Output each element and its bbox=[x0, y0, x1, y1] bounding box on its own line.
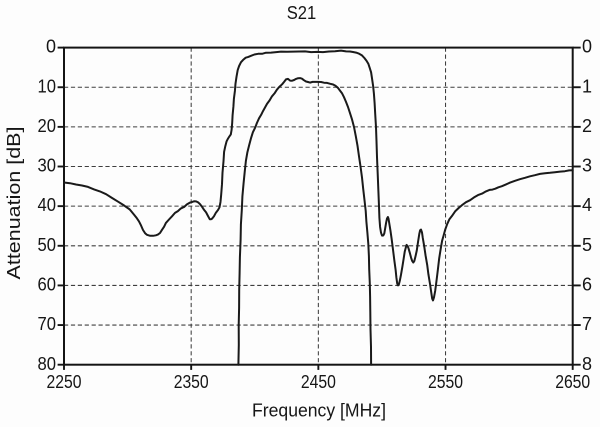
svg-text:Frequency [MHz]: Frequency [MHz] bbox=[252, 401, 386, 421]
svg-text:Attenuation [dB]: Attenuation [dB] bbox=[4, 127, 24, 280]
svg-text:2350: 2350 bbox=[174, 372, 209, 392]
svg-text:50: 50 bbox=[38, 235, 57, 255]
svg-text:2550: 2550 bbox=[428, 372, 463, 392]
svg-text:2650: 2650 bbox=[555, 372, 590, 392]
svg-text:20: 20 bbox=[38, 116, 57, 136]
svg-text:6: 6 bbox=[582, 275, 592, 295]
svg-text:30: 30 bbox=[38, 156, 57, 176]
svg-text:8: 8 bbox=[582, 354, 592, 374]
svg-text:80: 80 bbox=[38, 354, 57, 374]
svg-text:2: 2 bbox=[582, 116, 592, 136]
svg-text:10: 10 bbox=[38, 76, 57, 96]
svg-text:0: 0 bbox=[46, 37, 56, 57]
svg-text:40: 40 bbox=[38, 195, 57, 215]
svg-text:7: 7 bbox=[582, 314, 592, 334]
svg-text:1: 1 bbox=[582, 76, 592, 96]
svg-text:3: 3 bbox=[582, 156, 592, 176]
svg-text:4: 4 bbox=[582, 195, 592, 215]
svg-text:0: 0 bbox=[582, 37, 592, 57]
svg-text:2250: 2250 bbox=[47, 372, 82, 392]
svg-text:60: 60 bbox=[38, 275, 57, 295]
svg-text:5: 5 bbox=[582, 235, 592, 255]
svg-text:S21: S21 bbox=[287, 3, 317, 23]
svg-text:2450: 2450 bbox=[301, 372, 336, 392]
svg-text:70: 70 bbox=[38, 314, 57, 334]
